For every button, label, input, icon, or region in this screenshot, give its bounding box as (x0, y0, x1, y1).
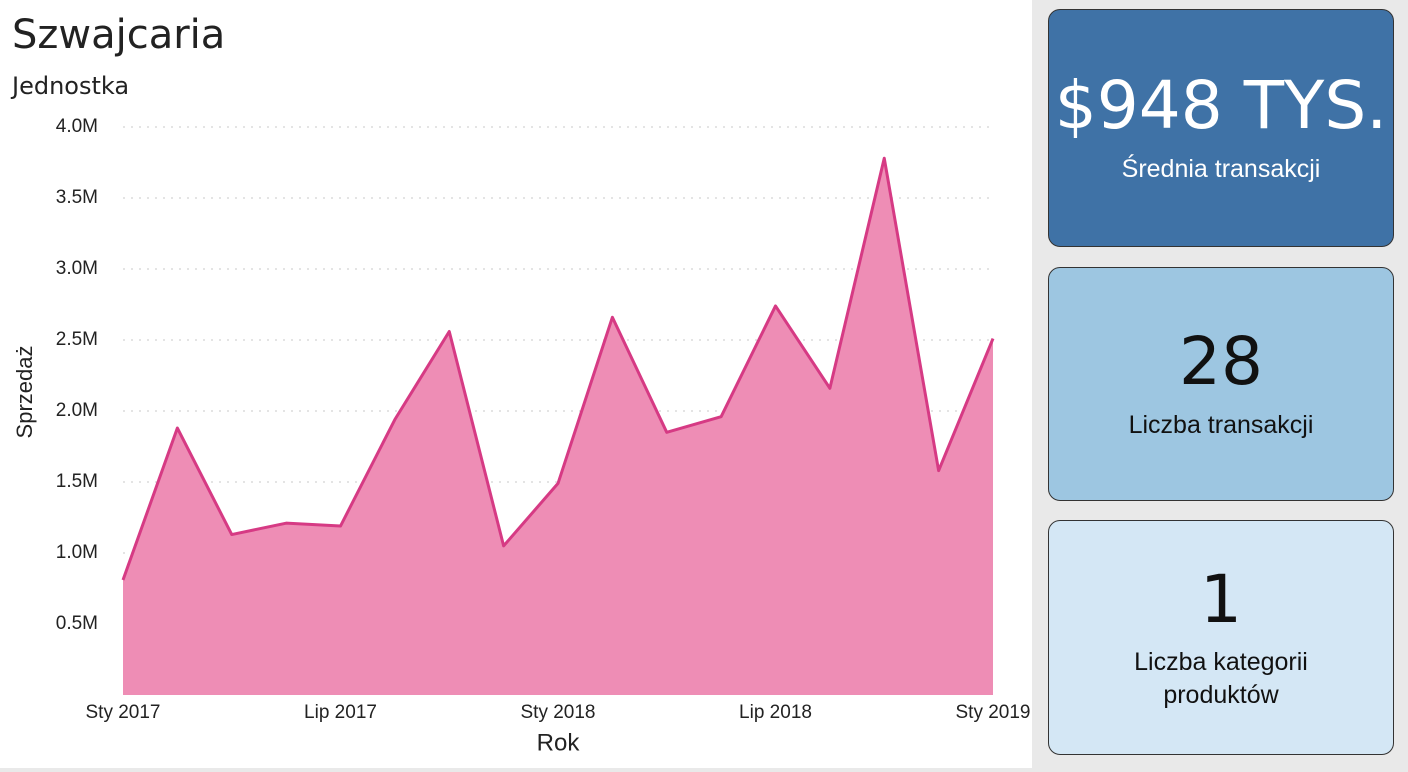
y-tick-label: 0.5M (56, 613, 98, 634)
kpi-label: Średnia transakcji (1121, 155, 1321, 184)
y-tick-label: 2.5M (56, 329, 98, 350)
x-tick-label: Sty 2019 (956, 702, 1031, 723)
chart-subtitle: Jednostka (10, 72, 129, 100)
y-tick-label: 3.0M (56, 258, 98, 279)
chart-title: Szwajcaria (12, 12, 225, 58)
y-axis-title: Sprzedaż (12, 346, 37, 439)
kpi-label: Liczba transakcji (1128, 411, 1314, 440)
kpi-value: $948 TYS. (1054, 67, 1388, 145)
line (121, 156, 995, 581)
y-tick-label: 2.0M (56, 400, 98, 421)
x-tick-label: Sty 2018 (521, 702, 596, 723)
y-tick-label: 4.0M (56, 116, 98, 137)
kpi-label: Liczba kategorii produktów (1134, 648, 1308, 709)
x-axis-title: Rok (537, 729, 581, 756)
y-tick-label: 3.5M (56, 187, 98, 208)
kpi-card: 28 Liczba transakcji (1048, 267, 1394, 501)
kpi-value: 28 (1179, 323, 1263, 401)
y-tick-label: 1.5M (56, 471, 98, 492)
chart-panel: Szwajcaria Jednostka Rok Sprzedaż 0.5M 1.… (0, 0, 1032, 768)
x-tick-label: Lip 2018 (739, 702, 812, 723)
x-tick-label: Lip 2017 (304, 702, 377, 723)
chart: Szwajcaria Jednostka Rok Sprzedaż 0.5M 1.… (10, 12, 1031, 756)
x-tick-label: Sty 2017 (86, 702, 161, 723)
y-tick-label: 1.0M (56, 542, 98, 563)
kpi-card: 1 Liczba kategorii produktów (1048, 520, 1394, 755)
kpi-card: $948 TYS. Średnia transakcji (1048, 9, 1394, 247)
kpi-value: 1 (1200, 560, 1242, 638)
area (123, 158, 993, 696)
